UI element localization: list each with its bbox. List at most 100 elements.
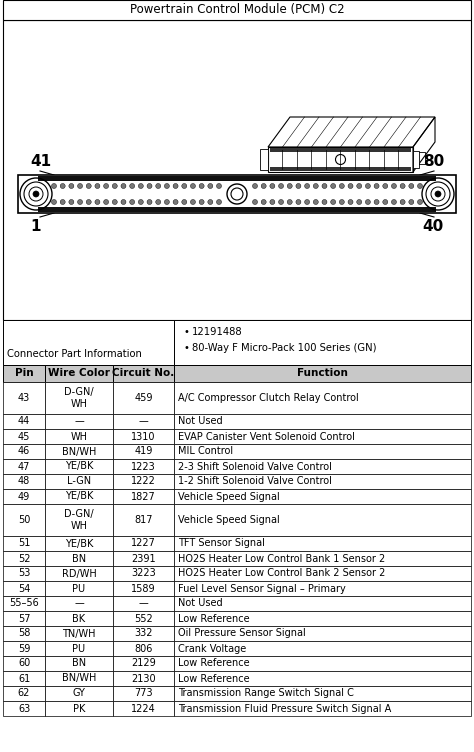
Circle shape — [86, 199, 91, 205]
Circle shape — [365, 199, 370, 205]
Text: 2-3 Shift Solenoid Valve Control: 2-3 Shift Solenoid Valve Control — [178, 462, 332, 472]
Circle shape — [357, 199, 362, 205]
Text: 58: 58 — [18, 629, 30, 638]
Circle shape — [374, 199, 379, 205]
Bar — [3, 474, 45, 489]
Text: Not Used: Not Used — [178, 417, 222, 426]
Circle shape — [138, 199, 143, 205]
Bar — [174, 581, 471, 596]
Circle shape — [331, 183, 336, 189]
Text: 55–56: 55–56 — [9, 599, 39, 608]
Bar — [3, 686, 45, 701]
Circle shape — [130, 199, 135, 205]
Circle shape — [95, 199, 100, 205]
Text: —: — — [74, 599, 84, 608]
Text: Crank Voltage: Crank Voltage — [178, 644, 246, 653]
Text: 54: 54 — [18, 584, 30, 593]
Circle shape — [348, 199, 353, 205]
Text: Fuel Level Sensor Signal – Primary: Fuel Level Sensor Signal – Primary — [178, 584, 346, 593]
Text: 1: 1 — [30, 219, 40, 234]
Circle shape — [121, 183, 126, 189]
Circle shape — [279, 199, 283, 205]
Bar — [174, 320, 471, 365]
Text: 80: 80 — [423, 154, 444, 169]
Text: 12191488: 12191488 — [192, 327, 242, 337]
Text: GY: GY — [73, 689, 85, 699]
Circle shape — [383, 183, 388, 189]
Bar — [3, 320, 174, 365]
Bar — [174, 504, 471, 536]
Bar — [113, 551, 174, 566]
Circle shape — [182, 183, 187, 189]
Bar — [113, 656, 174, 671]
Bar — [113, 365, 174, 382]
Text: 1222: 1222 — [131, 477, 156, 487]
Circle shape — [374, 183, 379, 189]
Bar — [113, 536, 174, 551]
Circle shape — [78, 183, 82, 189]
Text: A/C Compressor Clutch Relay Control: A/C Compressor Clutch Relay Control — [178, 393, 358, 403]
Text: 47: 47 — [18, 462, 30, 472]
Circle shape — [253, 199, 257, 205]
Circle shape — [270, 183, 275, 189]
Circle shape — [60, 199, 65, 205]
Bar — [174, 566, 471, 581]
Text: RD/WH: RD/WH — [62, 569, 96, 578]
Bar — [3, 701, 45, 716]
Bar — [45, 459, 113, 474]
Text: —: — — [138, 417, 148, 426]
Circle shape — [287, 183, 292, 189]
Circle shape — [164, 183, 169, 189]
Text: PU: PU — [73, 644, 86, 653]
Text: TFT Sensor Signal: TFT Sensor Signal — [178, 538, 264, 548]
Text: Function: Function — [297, 368, 348, 378]
Circle shape — [52, 199, 56, 205]
Bar — [174, 489, 471, 504]
Text: Transmission Fluid Pressure Switch Signal A: Transmission Fluid Pressure Switch Signa… — [178, 704, 391, 714]
Circle shape — [182, 199, 187, 205]
Text: 1827: 1827 — [131, 492, 156, 502]
Bar — [3, 671, 45, 686]
Circle shape — [357, 183, 362, 189]
Text: 63: 63 — [18, 704, 30, 714]
Text: •: • — [184, 343, 190, 353]
Bar — [174, 382, 471, 414]
Bar — [113, 414, 174, 429]
Text: WH: WH — [71, 521, 88, 532]
Text: 50: 50 — [18, 515, 30, 525]
Circle shape — [217, 183, 221, 189]
Text: 59: 59 — [18, 644, 30, 653]
Bar — [45, 429, 113, 444]
Bar — [3, 536, 45, 551]
Circle shape — [147, 183, 152, 189]
Bar — [3, 611, 45, 626]
Text: 41: 41 — [30, 154, 51, 169]
Text: 40: 40 — [423, 219, 444, 234]
Bar — [113, 566, 174, 581]
Circle shape — [69, 183, 74, 189]
Bar — [113, 444, 174, 459]
Text: 46: 46 — [18, 447, 30, 456]
Bar — [270, 167, 411, 171]
Text: 806: 806 — [134, 644, 153, 653]
Circle shape — [199, 199, 204, 205]
Text: 2130: 2130 — [131, 674, 156, 684]
Bar — [174, 641, 471, 656]
Bar — [174, 459, 471, 474]
Text: YE/BK: YE/BK — [65, 538, 93, 548]
Bar — [270, 148, 411, 152]
Bar — [113, 686, 174, 701]
Bar — [113, 489, 174, 504]
Circle shape — [336, 154, 346, 165]
Bar — [113, 459, 174, 474]
Bar — [113, 474, 174, 489]
Text: 1310: 1310 — [131, 432, 155, 441]
Text: Transmission Range Switch Signal C: Transmission Range Switch Signal C — [178, 689, 354, 699]
Bar — [3, 429, 45, 444]
Circle shape — [400, 183, 405, 189]
Bar — [113, 596, 174, 611]
Circle shape — [173, 183, 178, 189]
Bar — [174, 611, 471, 626]
Circle shape — [400, 199, 405, 205]
Bar — [45, 414, 113, 429]
